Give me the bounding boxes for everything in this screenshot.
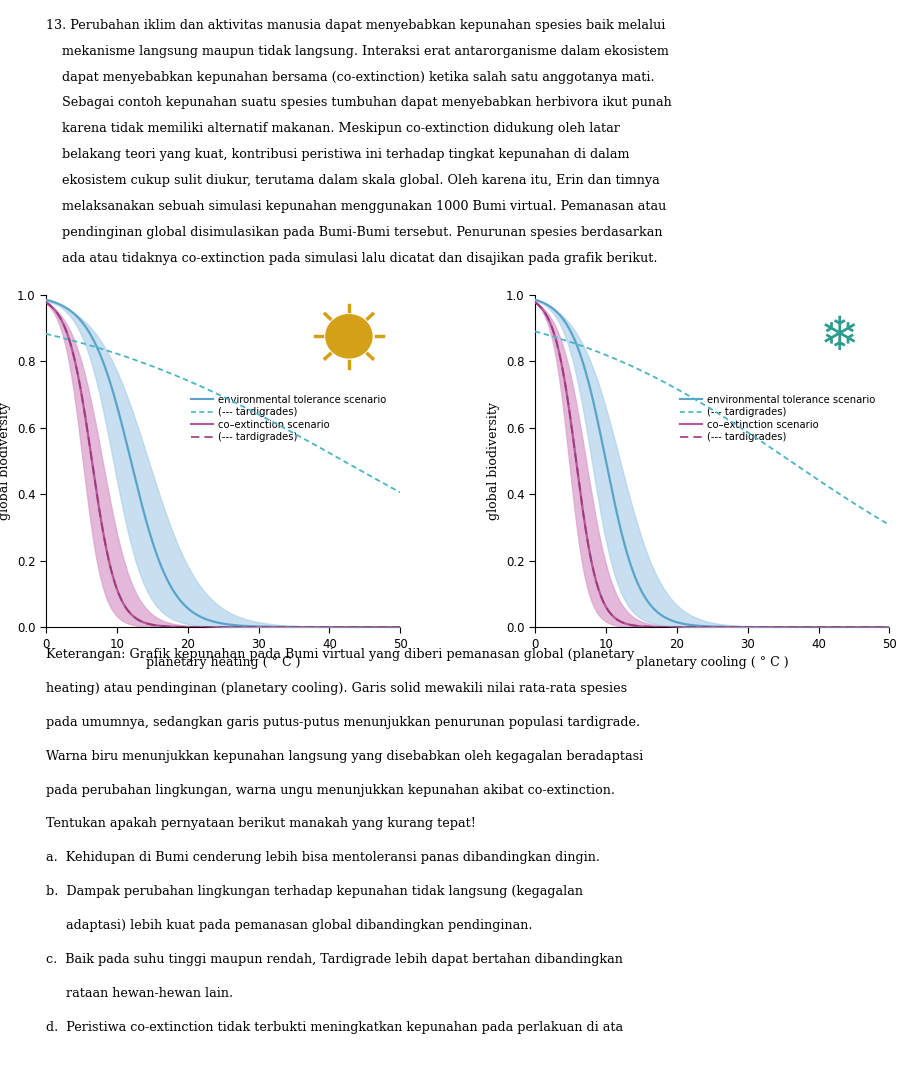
Y-axis label: global biodiversity: global biodiversity [488,402,501,520]
Text: pada perubahan lingkungan, warna ungu menunjukkan kepunahan akibat co-extinction: pada perubahan lingkungan, warna ungu me… [46,783,615,796]
Text: c.  Baik pada suhu tinggi maupun rendah, Tardigrade lebih dapat bertahan dibandi: c. Baik pada suhu tinggi maupun rendah, … [46,953,623,966]
Text: ekosistem cukup sulit diukur, terutama dalam skala global. Oleh karena itu, Erin: ekosistem cukup sulit diukur, terutama d… [46,174,659,188]
Text: pada umumnya, sedangkan garis putus-putus menunjukkan penurunan populasi tardigr: pada umumnya, sedangkan garis putus-putu… [46,716,640,729]
Text: ❄: ❄ [820,315,859,361]
Text: Keterangan: Grafik kepunahan pada Bumi virtual yang diberi pemanasan global (pla: Keterangan: Grafik kepunahan pada Bumi v… [46,648,635,661]
Text: Sebagai contoh kepunahan suatu spesies tumbuhan dapat menyebabkan herbivora ikut: Sebagai contoh kepunahan suatu spesies t… [46,97,671,109]
Text: b.  Dampak perubahan lingkungan terhadap kepunahan tidak langsung (kegagalan: b. Dampak perubahan lingkungan terhadap … [46,885,583,898]
Text: Warna biru menunjukkan kepunahan langsung yang disebabkan oleh kegagalan beradap: Warna biru menunjukkan kepunahan langsun… [46,750,643,763]
Y-axis label: global biodiversity: global biodiversity [0,402,11,520]
Text: ada atau tidaknya co-extinction pada simulasi lalu dicatat dan disajikan pada gr: ada atau tidaknya co-extinction pada sim… [46,252,657,265]
Text: d.  Peristiwa co-extinction tidak terbukti meningkatkan kepunahan pada perlakuan: d. Peristiwa co-extinction tidak terbukt… [46,1020,623,1033]
Text: melaksanakan sebuah simulasi kepunahan menggunakan 1000 Bumi virtual. Pemanasan : melaksanakan sebuah simulasi kepunahan m… [46,201,666,214]
Text: mekanisme langsung maupun tidak langsung. Interaksi erat antarorganisme dalam ek: mekanisme langsung maupun tidak langsung… [46,45,668,58]
Legend: environmental tolerance scenario, (--- tardigrades), co–extinction scenario, (--: environmental tolerance scenario, (--- t… [189,393,388,444]
Text: belakang teori yang kuat, kontribusi peristiwa ini terhadap tingkat kepunahan di: belakang teori yang kuat, kontribusi per… [46,148,629,161]
Legend: environmental tolerance scenario, (--- tardigrades), co–extinction scenario, (--: environmental tolerance scenario, (--- t… [679,393,878,444]
X-axis label: planetary cooling ( ° C ): planetary cooling ( ° C ) [636,656,789,670]
Text: heating) atau pendinginan (planetary cooling). Garis solid mewakili nilai rata-r: heating) atau pendinginan (planetary coo… [46,682,627,695]
Text: 13. Perubahan iklim dan aktivitas manusia dapat menyebabkan kepunahan spesies ba: 13. Perubahan iklim dan aktivitas manusi… [46,18,665,32]
Text: pendinginan global disimulasikan pada Bumi-Bumi tersebut. Penurunan spesies berd: pendinginan global disimulasikan pada Bu… [46,226,662,239]
Text: rataan hewan-hewan lain.: rataan hewan-hewan lain. [46,987,233,1000]
Text: karena tidak memiliki alternatif makanan. Meskipun co-extinction didukung oleh l: karena tidak memiliki alternatif makanan… [46,122,620,135]
X-axis label: planetary heating ( ° C ): planetary heating ( ° C ) [146,656,301,670]
Circle shape [326,314,372,358]
Text: Tentukan apakah pernyataan berikut manakah yang kurang tepat!: Tentukan apakah pernyataan berikut manak… [46,818,476,831]
Text: dapat menyebabkan kepunahan bersama (co-extinction) ketika salah satu anggotanya: dapat menyebabkan kepunahan bersama (co-… [46,71,655,84]
Text: adaptasi) lebih kuat pada pemanasan global dibandingkan pendinginan.: adaptasi) lebih kuat pada pemanasan glob… [46,918,533,932]
Text: a.  Kehidupan di Bumi cenderung lebih bisa mentoleransi panas dibandingkan dingi: a. Kehidupan di Bumi cenderung lebih bis… [46,851,600,864]
